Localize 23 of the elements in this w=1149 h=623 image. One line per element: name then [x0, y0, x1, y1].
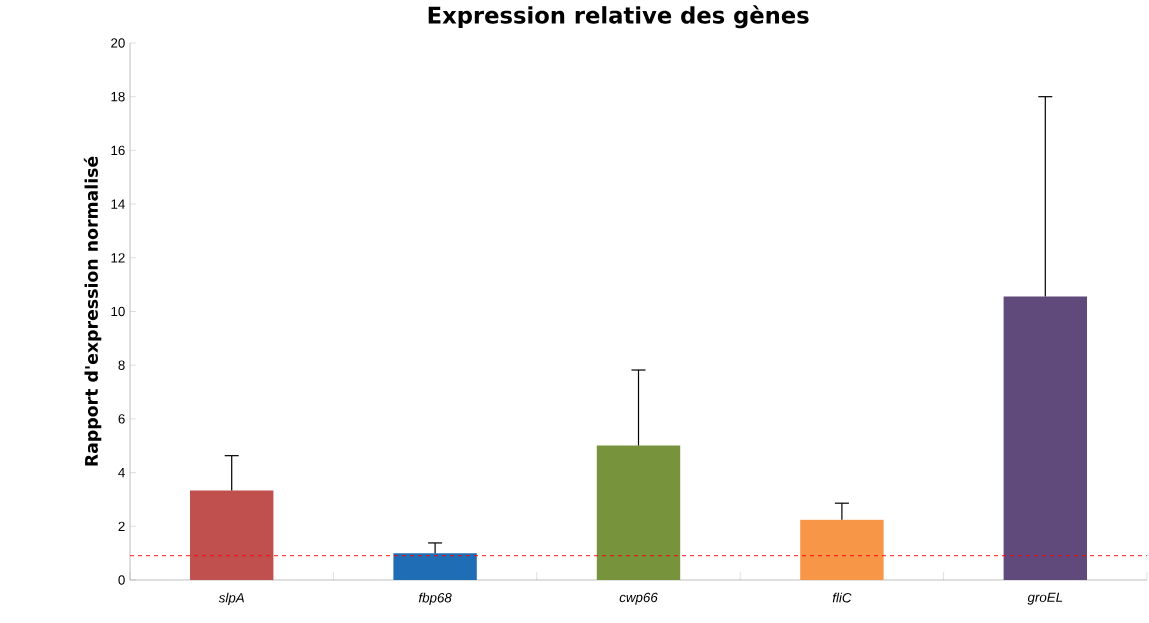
y-tick-label: 12: [111, 253, 125, 263]
x-tick-label: slpA: [218, 592, 244, 606]
x-tick-label: fliC: [832, 592, 852, 603]
y-tick-label: 18: [111, 91, 125, 102]
y-axis-title: Rapport d'expression normalisé: [83, 156, 102, 466]
y-tick-label: 6: [118, 414, 125, 424]
bar: [190, 490, 274, 580]
y-tick-label: 14: [111, 199, 125, 209]
bar: [1003, 296, 1087, 580]
chart-title: Expression relative des gènes: [428, 5, 809, 29]
y-tick-label: 0: [118, 575, 125, 585]
x-tick-label: cwp66: [619, 592, 658, 605]
bar: [596, 445, 681, 580]
y-tick-label: 20: [111, 38, 125, 48]
y-tick-label: 4: [118, 467, 125, 478]
x-tick-label: fbp68: [418, 592, 452, 606]
y-tick-label: 10: [111, 306, 125, 317]
x-tick-label: groEL: [1027, 592, 1063, 605]
y-tick-label: 8: [118, 360, 125, 370]
bar: [393, 553, 477, 580]
bar: [800, 519, 884, 580]
y-tick-label: 16: [111, 145, 125, 156]
y-tick-label: 2: [118, 521, 125, 531]
